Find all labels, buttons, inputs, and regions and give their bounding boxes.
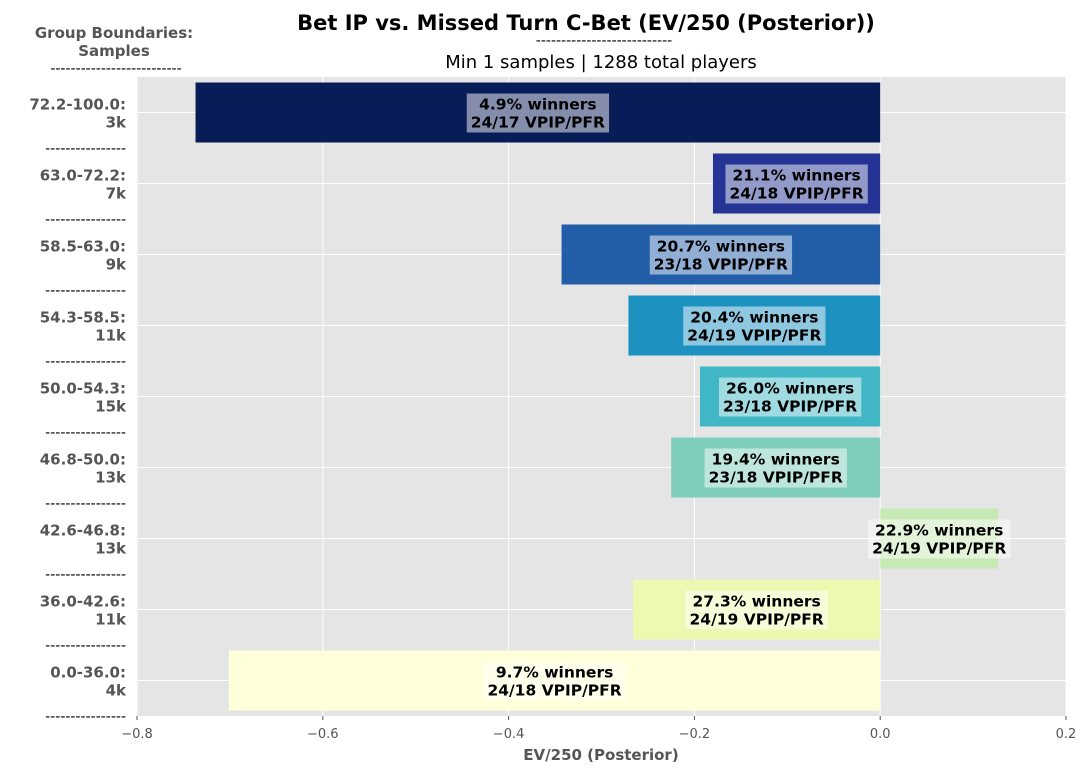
x-tick-label: −0.2 <box>679 727 711 742</box>
group-header-line1: Group Boundaries: <box>35 24 193 42</box>
y-label-range: 58.5-63.0: <box>40 238 126 256</box>
chart-subtitle: Min 1 samples | 1288 total players <box>445 52 757 73</box>
y-label-range: 50.0-54.3: <box>40 380 126 398</box>
y-label-samples: 7k <box>106 185 127 203</box>
y-label-range: 36.0-42.6: <box>40 593 126 611</box>
y-separator: ---------------- <box>45 567 126 583</box>
y-label-samples: 13k <box>95 469 127 487</box>
y-label-range: 72.2-100.0: <box>29 96 126 114</box>
y-label-samples: 9k <box>106 256 127 274</box>
bar-label-vpip-pfr: 23/18 VPIP/PFR <box>709 469 843 487</box>
x-tick-label: −0.4 <box>493 727 525 742</box>
y-label-samples: 11k <box>95 327 127 345</box>
bar-label-box <box>466 93 610 133</box>
y-separator: ---------------- <box>45 354 126 370</box>
y-label-samples: 15k <box>95 398 127 416</box>
bar-label-winners: 27.3% winners <box>693 593 821 611</box>
bar-label-vpip-pfr: 24/19 VPIP/PFR <box>687 327 821 345</box>
bar-label-box <box>868 519 1011 559</box>
y-label-samples: 3k <box>106 114 127 132</box>
bar-label-box <box>718 377 862 417</box>
y-separator: ---------------- <box>45 709 126 725</box>
y-separator: ---------------- <box>45 638 126 654</box>
y-label-range: 42.6-46.8: <box>40 522 126 540</box>
y-separator: ---------------- <box>45 212 126 228</box>
y-label-samples: 4k <box>106 682 127 700</box>
bar-label-vpip-pfr: 24/18 VPIP/PFR <box>729 185 863 203</box>
bar-label-vpip-pfr: 24/19 VPIP/PFR <box>690 611 824 629</box>
y-axis-labels: 72.2-100.0:3k ---------------- 63.0-72.2:7… <box>29 96 127 726</box>
y-separator: ---------------- <box>45 141 126 157</box>
x-tick-label: 0.0 <box>870 727 891 742</box>
x-tick-label: 0.2 <box>1056 727 1077 742</box>
y-label-range: 0.0-36.0: <box>50 664 126 682</box>
y-label-range: 46.8-50.0: <box>40 451 126 469</box>
x-tick-label: −0.8 <box>121 727 153 742</box>
x-axis-label: EV/250 (Posterior) <box>523 746 678 764</box>
bar-label-vpip-pfr: 23/18 VPIP/PFR <box>723 398 857 416</box>
bar-label-vpip-pfr: 24/17 VPIP/PFR <box>471 114 605 132</box>
bar-label-box <box>725 164 868 204</box>
bar-label-box <box>483 661 626 701</box>
bar-label-vpip-pfr: 23/18 VPIP/PFR <box>654 256 788 274</box>
bar-label-winners: 20.7% winners <box>657 238 785 256</box>
x-axis-ticks: −0.8 −0.6 −0.4 −0.2 0.0 0.2 <box>121 716 1076 742</box>
bar-label-winners: 26.0% winners <box>726 380 854 398</box>
bar-label-vpip-pfr: 24/18 VPIP/PFR <box>487 682 621 700</box>
bar-label-box <box>704 448 847 488</box>
group-header-line2: Samples <box>78 42 150 60</box>
bar-label-winners: 19.4% winners <box>712 451 840 469</box>
y-separator: ---------------- <box>45 283 126 299</box>
bar-label-winners: 4.9% winners <box>479 96 596 114</box>
bar-label-box <box>685 590 828 630</box>
y-separator: ---------------- <box>45 496 126 512</box>
bar-label-winners: 22.9% winners <box>875 522 1003 540</box>
y-label-range: 54.3-58.5: <box>40 309 126 327</box>
bar-label-winners: 9.7% winners <box>496 664 613 682</box>
x-tick-label: −0.6 <box>307 727 339 742</box>
chart-title: Bet IP vs. Missed Turn C-Bet (EV/250 (Po… <box>297 11 875 35</box>
bar-label-box <box>683 306 826 346</box>
y-label-range: 63.0-72.2: <box>40 167 126 185</box>
group-header-underline: -------------------------- <box>50 61 181 77</box>
bar-label-box <box>649 235 793 275</box>
bar-label-winners: 21.1% winners <box>732 167 860 185</box>
bar-label-winners: 20.4% winners <box>690 309 818 327</box>
title-underline: --------------------------- <box>536 33 672 49</box>
y-label-samples: 13k <box>95 540 127 558</box>
y-separator: ---------------- <box>45 425 126 441</box>
y-label-samples: 11k <box>95 611 127 629</box>
bar-label-vpip-pfr: 24/19 VPIP/PFR <box>872 540 1006 558</box>
